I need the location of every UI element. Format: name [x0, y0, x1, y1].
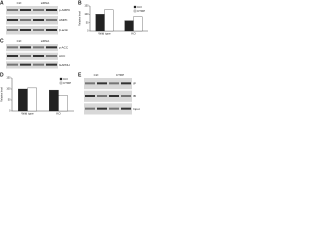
blot-strip: [6, 44, 58, 52]
band: [33, 63, 44, 66]
x-tick-label: Wild type: [21, 111, 34, 115]
band: [121, 82, 131, 85]
band: [109, 95, 119, 97]
band: [97, 95, 107, 97]
row-label: GAPDH: [59, 63, 70, 67]
bar: [49, 89, 59, 112]
band: [7, 55, 18, 57]
lane-label: CTRP: [116, 73, 124, 77]
band: [46, 9, 57, 11]
band: [20, 55, 31, 57]
row-label: AMPK: [59, 18, 68, 22]
bar: [133, 16, 143, 32]
band: [85, 82, 95, 85]
bar: [18, 88, 28, 112]
bar: [27, 87, 37, 112]
band: [7, 46, 18, 49]
band: [85, 95, 95, 97]
x-tick-label: KO: [56, 111, 61, 115]
band: [7, 63, 18, 66]
band: [20, 9, 31, 11]
band: [33, 55, 44, 57]
y-tick-label: 100: [84, 13, 89, 16]
blot-strip: [6, 61, 58, 69]
band: [33, 19, 44, 21]
blot-strip: [6, 16, 58, 25]
row-label: IB: [133, 94, 136, 98]
y-tick-label: 50: [8, 99, 11, 102]
band: [109, 82, 119, 85]
y-tick-label: 0: [87, 30, 89, 33]
band: [7, 19, 18, 21]
row-label: IP: [133, 81, 136, 85]
band: [20, 29, 31, 31]
band: [20, 63, 31, 66]
panel-letter: E: [78, 72, 82, 78]
row-label: ACC: [59, 54, 66, 58]
blot-strip: [84, 103, 132, 115]
x-tick-label: KO: [131, 31, 136, 35]
band: [33, 29, 44, 31]
band: [46, 29, 57, 31]
bar: [58, 95, 68, 112]
x-tick-label: Wild type: [98, 31, 111, 35]
lane-label: Ctrl: [94, 73, 99, 77]
band: [121, 107, 131, 110]
row-label: p-ACC: [59, 45, 69, 49]
blot-strip: [84, 90, 132, 102]
row-label: Input: [133, 107, 140, 111]
y-tick-label: 150: [84, 5, 89, 8]
band: [109, 107, 119, 110]
legend-label: Ctrl: [63, 77, 68, 81]
legend-swatch: [133, 5, 137, 9]
band: [46, 19, 57, 21]
lane-label: Ctrl: [17, 39, 22, 43]
band: [20, 19, 31, 21]
band: [7, 29, 18, 31]
figure: A Ctrl siRNA p-AMPK AMPK β-actin B Relative lev…: [0, 0, 150, 117]
panel-letter: B: [78, 0, 82, 6]
blot-strip: [6, 26, 58, 35]
band: [7, 9, 18, 11]
panel-letter: D: [0, 72, 4, 78]
band: [33, 9, 44, 11]
band: [33, 46, 44, 49]
y-tick-label: 50: [86, 21, 89, 24]
bar: [104, 9, 114, 32]
lane-label: Ctrl: [17, 1, 22, 5]
row-label: p-AMPK: [59, 8, 70, 12]
legend-label: CTRP: [137, 9, 145, 13]
legend-label: Ctrl: [137, 5, 142, 9]
band: [121, 95, 131, 97]
bar: [95, 14, 105, 32]
panel-letter: C: [0, 38, 4, 44]
blot-strip: [6, 52, 58, 60]
blot-strip: [84, 78, 132, 90]
y-tick-label: 0: [9, 110, 11, 113]
lane-label: siRNA: [41, 39, 50, 43]
band: [46, 55, 57, 57]
row-label: β-actin: [59, 28, 68, 32]
blot-strip: [6, 6, 58, 15]
legend-swatch: [59, 77, 63, 81]
legend-label: CTRP: [63, 81, 71, 85]
band: [97, 82, 107, 85]
band: [20, 46, 31, 49]
y-tick-label: 150: [6, 77, 11, 80]
legend-swatch: [133, 9, 137, 13]
legend-swatch: [59, 81, 63, 85]
lane-label: siRNA: [41, 1, 50, 5]
panel-letter: A: [0, 0, 4, 6]
y-tick-label: 100: [6, 88, 11, 91]
bar: [124, 20, 134, 32]
band: [46, 46, 57, 49]
y-axis-label: Relative level: [79, 11, 82, 26]
band: [46, 63, 57, 66]
band: [97, 107, 107, 110]
band: [85, 107, 95, 110]
y-axis-label: Relative level: [1, 87, 4, 102]
